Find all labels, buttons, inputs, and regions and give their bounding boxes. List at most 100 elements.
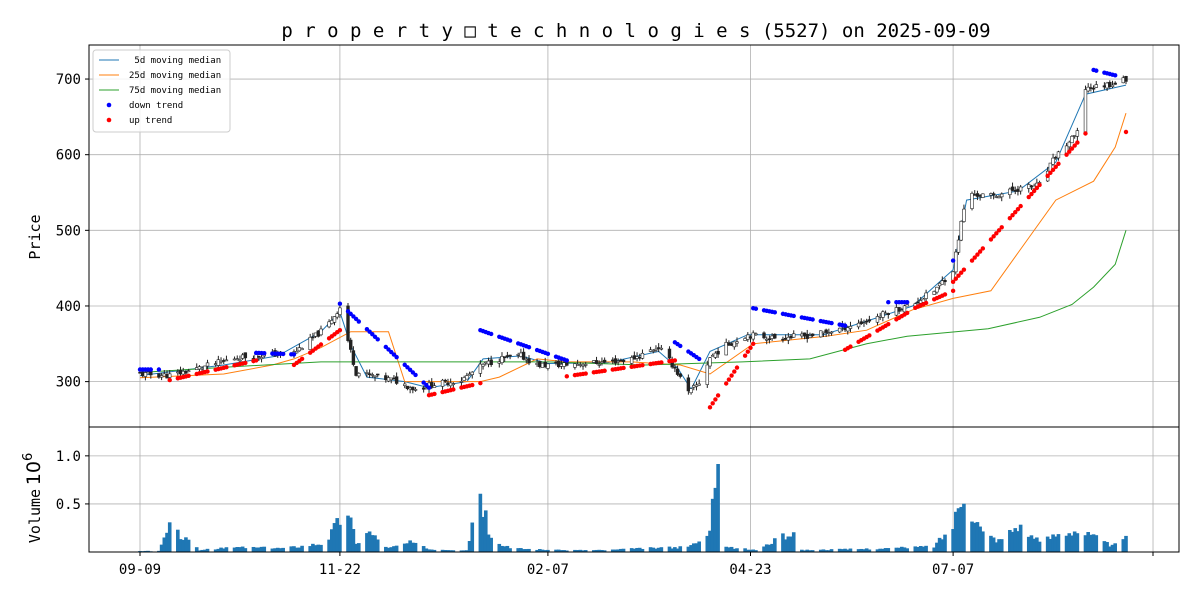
- candle-body-104: [527, 358, 531, 364]
- volume-bar-106: [538, 549, 542, 552]
- volume-bar-56: [348, 517, 353, 552]
- candle-body-130: [629, 357, 634, 364]
- candle-body-62: [370, 374, 375, 376]
- candle-body-212: [937, 282, 942, 287]
- volume-bar-99: [508, 548, 512, 552]
- candle-body-82: [446, 382, 450, 386]
- volume-bar-104: [527, 548, 531, 552]
- candle-body-26: [235, 358, 239, 360]
- up-trend-dot-9-9: [742, 353, 748, 358]
- up-trend-dot-5-13: [478, 380, 483, 386]
- candle-body-135: [648, 349, 653, 352]
- candle-body-253: [1091, 87, 1096, 90]
- candle-body-20: [213, 363, 218, 365]
- volume-bar-163: [751, 549, 756, 552]
- up-trend-dot-15-19: [1018, 203, 1023, 209]
- candle-body-173: [789, 335, 793, 339]
- volume-bar-255: [1102, 541, 1107, 552]
- candle-body-86: [462, 377, 466, 381]
- candle-body-219: [962, 208, 966, 222]
- volume-bar-40: [289, 546, 294, 552]
- candle-body-193: [864, 320, 869, 323]
- up-trend-dot-9-7: [732, 369, 737, 374]
- candle-body-67: [389, 377, 393, 381]
- volume-bar-261: [1124, 535, 1128, 552]
- candle-body-243: [1054, 156, 1058, 159]
- candle-body-251: [1086, 86, 1090, 92]
- candle-body-204: [905, 304, 909, 307]
- volume-bar-193: [864, 548, 869, 552]
- up-trend-dot-5-7: [451, 387, 456, 392]
- candle-body-2: [143, 372, 148, 377]
- volume-bar-168: [770, 543, 774, 552]
- volume-bar-176: [802, 550, 807, 552]
- volume-bar-137: [654, 548, 658, 552]
- volume-bar-192: [862, 549, 866, 552]
- volume-bar-88: [467, 541, 472, 552]
- down-trend-dot-2-10: [291, 352, 297, 357]
- candle-body-72: [408, 387, 412, 390]
- candle-body-179: [810, 333, 815, 336]
- volume-bar-116: [575, 550, 580, 552]
- candle-body-156: [727, 342, 731, 346]
- candle-body-109: [546, 363, 550, 369]
- volume-bar-254: [1094, 535, 1099, 552]
- volume-bar-117: [578, 549, 583, 552]
- volume-bar-20: [213, 549, 218, 552]
- volume-bar-9: [167, 522, 172, 552]
- candle-body-89: [470, 371, 474, 376]
- candle-body-136: [651, 350, 655, 352]
- candle-body-229: [1000, 193, 1004, 198]
- up-trend-dot-15-21: [1029, 191, 1034, 197]
- legend-item-25d: 25d moving median: [99, 71, 221, 81]
- candle-body-110: [554, 361, 558, 364]
- candle-body-119: [584, 364, 588, 366]
- candle-body-124: [602, 359, 607, 363]
- candle-body-88: [467, 373, 472, 376]
- candle-body-250: [1083, 89, 1088, 133]
- volume-bar-67: [389, 547, 394, 552]
- candle-body-210: [932, 291, 936, 295]
- candle-body-140: [667, 348, 672, 359]
- volume-bars: [138, 464, 1128, 552]
- candle-body-118: [581, 364, 585, 367]
- volume-bar-18: [203, 549, 207, 552]
- candle-body-87: [465, 375, 469, 380]
- volume-bar-127: [616, 549, 620, 552]
- volume-bar-76: [424, 548, 429, 552]
- candle-body-58: [354, 366, 358, 376]
- candle-body-18: [203, 365, 207, 371]
- candle-body-196: [878, 315, 882, 318]
- candle-body-199: [886, 313, 890, 315]
- volume-bar-197: [881, 548, 885, 552]
- up-trend-dot-15-0: [950, 279, 956, 284]
- volume-bar-153: [713, 487, 718, 552]
- candle-body-91: [481, 364, 485, 367]
- volume-bar-82: [446, 550, 450, 552]
- candle-body-49: [319, 328, 323, 336]
- candle-body-73: [411, 386, 415, 391]
- candle-body-143: [675, 368, 680, 375]
- volume-scale-label: 106: [21, 453, 45, 485]
- volume-bar-248: [1072, 531, 1077, 552]
- candle-body-7: [162, 373, 167, 377]
- up-trend-dot-3-3: [299, 356, 305, 362]
- volume-bar-149: [697, 541, 701, 552]
- candle-body-188: [846, 327, 850, 332]
- up-trend-dot-11-7: [867, 333, 872, 338]
- up-trend-dot-13-4: [923, 300, 929, 306]
- price-panel: 300 400 500 600 700 Price 5d moving median 2…: [26, 44, 1180, 428]
- candle-body-125: [611, 359, 615, 362]
- up-trend-dot-13-9: [942, 292, 948, 297]
- volume-bar-139: [659, 547, 664, 552]
- volume-bar-231: [1010, 531, 1015, 552]
- volume-bar-119: [583, 550, 588, 552]
- volume-bar-122: [597, 549, 602, 552]
- candle-body-258: [1110, 84, 1115, 88]
- candle-body-83: [448, 382, 453, 387]
- down-trend-dot-4-15: [394, 354, 399, 360]
- candle-body-78: [430, 382, 434, 388]
- volume-bar-69: [394, 545, 399, 552]
- up-trend-dot-9-1: [710, 401, 715, 406]
